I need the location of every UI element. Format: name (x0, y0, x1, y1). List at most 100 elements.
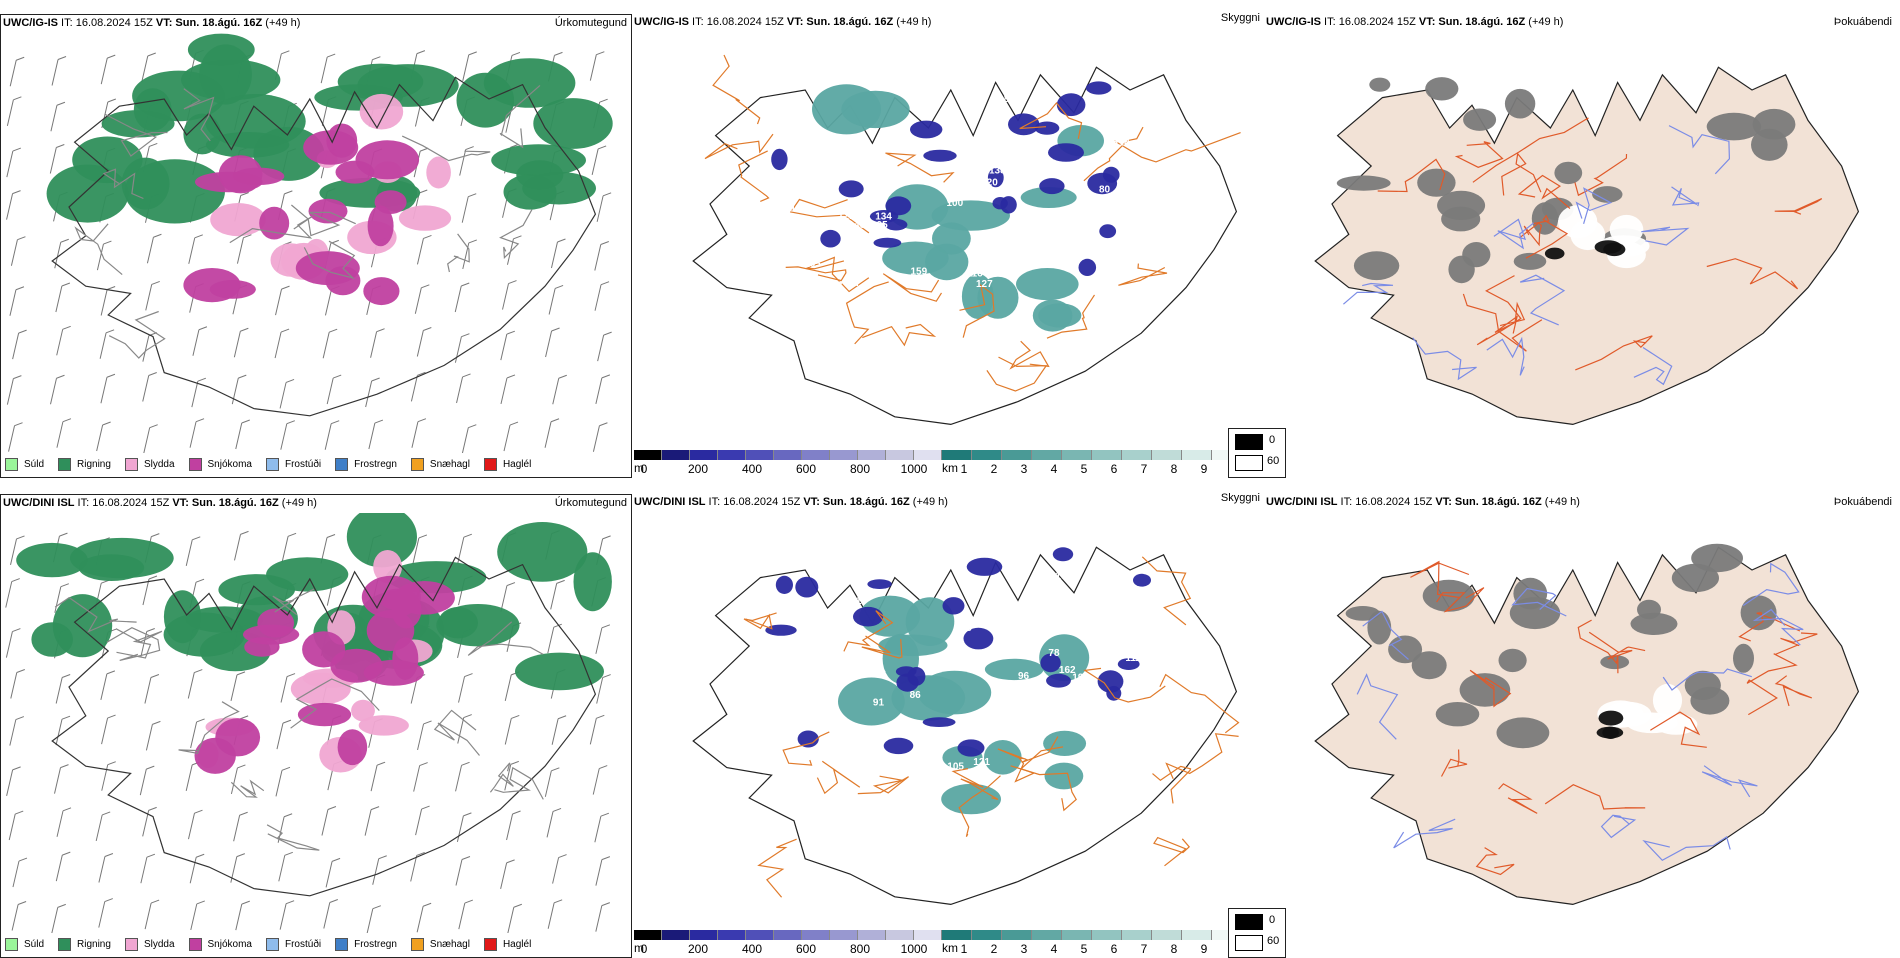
model-name: UWC/DINI ISL (1266, 496, 1338, 508)
cloudbase-value-label: 102 (869, 669, 886, 680)
precip-legend: Súld Rigning Slydda Snjókoma Frostúði Frostre… (5, 458, 531, 471)
wind-barb (594, 281, 610, 311)
wind-barb (50, 101, 66, 132)
colorbar-segment (914, 930, 942, 940)
cloudbase-value-label: 121 (838, 211, 855, 222)
cloudbase-area (1046, 673, 1071, 688)
wind-barb (55, 715, 71, 746)
fog-gray-area (1531, 202, 1559, 235)
colorbar-tick-label: 600 (795, 942, 817, 956)
road-line (1511, 587, 1567, 617)
wind-barb (10, 669, 25, 699)
snow-area (308, 198, 348, 224)
fog-clear-area (1652, 683, 1683, 717)
cloudbase-value-label: 162 (1059, 665, 1076, 676)
wind-barb (454, 282, 470, 313)
road-line (806, 256, 870, 293)
cloudbase-value-label: 146 (848, 220, 865, 231)
legend-label: Frostúði (284, 939, 322, 950)
legend-swatch (410, 938, 424, 951)
cloudbase-area (1078, 258, 1097, 276)
valid-time-label: VT: (1418, 16, 1436, 28)
legend-item: Frostúði (265, 938, 322, 951)
lead-time: (+49 h) (896, 16, 932, 28)
snow-area (391, 590, 422, 629)
road-line (1118, 263, 1168, 286)
snow-area (259, 206, 290, 240)
wind-barb (280, 420, 295, 450)
legend-swatch (5, 458, 18, 471)
cloudbase-value-label: 104 (1129, 761, 1146, 772)
legend-swatch (58, 458, 72, 471)
panel-title: Skyggni (1220, 12, 1260, 24)
model-name: UWC/DINI ISL (634, 496, 706, 508)
fog-map (1314, 543, 1860, 906)
fog-indicator-panel: UWC/IG-IS IT: 16.08.2024 15Z VT: Sun. 18… (1228, 14, 1900, 478)
road-line (1575, 187, 1613, 224)
cloudbase-value-label: 162 (999, 697, 1016, 708)
cloudbase-value-label: 70 (776, 732, 788, 743)
wind-barb (280, 673, 296, 703)
init-time: IT: 16.08.2024 15Z (58, 17, 156, 29)
visibility-area (1044, 762, 1084, 790)
wind-barb (142, 806, 157, 837)
wind-barb (8, 422, 23, 452)
cloudbase-area (957, 739, 985, 757)
fog-legend-light-swatch (1235, 455, 1263, 471)
cloudbase-value-label: 119 (1085, 578, 1102, 589)
road-line (958, 775, 1001, 837)
rain-area (483, 58, 576, 108)
cloudbase-value-label: 10 (1060, 207, 1072, 218)
colorbar-segment (830, 930, 858, 940)
cloudbase-value-label: 89 (1119, 259, 1131, 270)
wind-barb (56, 325, 71, 356)
wind-barb (278, 851, 293, 882)
cloudbase-area (1052, 547, 1074, 562)
road-line (1774, 675, 1813, 707)
fog-map (1314, 66, 1860, 426)
road-line (178, 701, 240, 754)
model-name: UWC/IG-IS (3, 17, 58, 29)
road-line (1019, 101, 1083, 139)
cloudbase-bars (634, 930, 942, 940)
wind-barb (231, 374, 247, 405)
road-line (108, 310, 166, 359)
road-line (1774, 198, 1823, 215)
wind-barb (95, 811, 111, 842)
cloudbase-value-label: 80 (1099, 185, 1111, 196)
cloudbase-value-label: 68 (836, 623, 848, 634)
wind-barb (274, 328, 290, 359)
wind-barb (595, 624, 611, 654)
snow-area (297, 702, 352, 727)
coastline (51, 76, 597, 417)
road-line (1544, 784, 1646, 810)
snow-area (363, 659, 424, 686)
colorbar-segment (1062, 450, 1092, 460)
visibility-area (1032, 299, 1073, 332)
road-line (1574, 153, 1628, 197)
legend-swatch (335, 938, 349, 951)
road-line (1083, 667, 1166, 703)
colorbar-tick-label: 1000 (900, 462, 928, 476)
snow-area (233, 167, 285, 185)
road-line (1498, 783, 1538, 814)
colorbar-segment (972, 930, 1002, 940)
cloudbase-area (883, 737, 914, 755)
cloudbase-value-label: 96 (1018, 671, 1030, 682)
model-row-dini-isl: UWC/DINI ISL IT: 16.08.2024 15Z VT: Sun.… (0, 492, 1900, 958)
legend-item: Haglél (483, 938, 531, 951)
wind-barb (279, 378, 295, 409)
road-line (1393, 818, 1456, 849)
cloudbase-value-label: 95 (1064, 609, 1076, 620)
wind-barb (11, 901, 27, 931)
wind-barb (190, 900, 205, 931)
wind-barb (596, 674, 611, 704)
colorbar-segment (634, 450, 662, 460)
road-line (499, 209, 533, 260)
fog-legend: 0 60 (1228, 428, 1286, 478)
wind-barb (56, 807, 72, 837)
sleet-area (210, 203, 266, 237)
road-line (1454, 141, 1504, 168)
cloudbase-value-label: 137 (844, 278, 861, 289)
road-line (291, 204, 356, 237)
